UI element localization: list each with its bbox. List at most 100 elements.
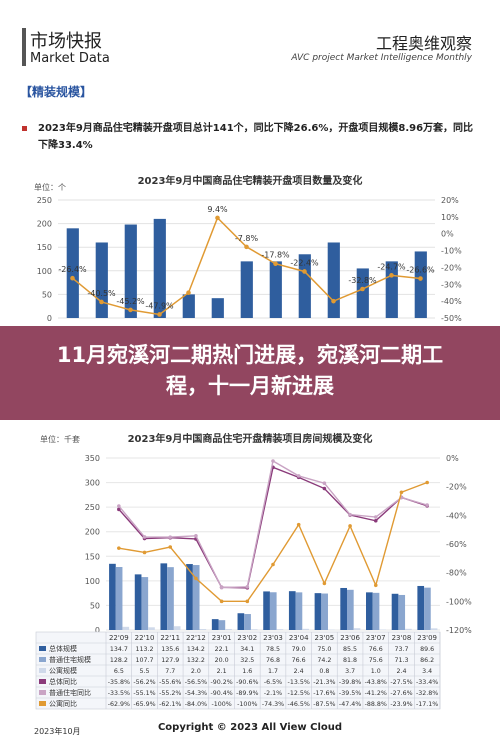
- chart2-legend-swatch: [39, 646, 46, 651]
- chart1-title: 2023年9月中国商品住宅精装开盘项目数量及变化: [138, 174, 363, 187]
- chart1-bar: [124, 224, 137, 318]
- chart2-table-cell: 78.5: [266, 646, 280, 653]
- chart2-table-cell: -62.1%: [159, 701, 181, 708]
- chart2-series-name: 总体同比: [49, 677, 77, 686]
- chart2-bar: [225, 628, 232, 630]
- chart1-bar: [414, 251, 427, 318]
- chart2-table-cell: 1.0: [371, 668, 381, 675]
- chart2-category-label: 23'03: [263, 634, 283, 642]
- chart2-y2tick: -20%: [446, 483, 467, 492]
- chart1-point: [273, 261, 278, 267]
- chart2-ytick: 350: [85, 454, 100, 463]
- chart2-point: [322, 486, 327, 491]
- chart2-table-cell: 2.4: [396, 668, 406, 675]
- chart2-bar: [186, 564, 193, 630]
- chart2-table-cell: -33.5%: [108, 690, 130, 697]
- chart2-table-cell: 2.4: [294, 668, 304, 675]
- chart2-bar: [417, 585, 425, 630]
- chart2-y2tick: -100%: [446, 597, 472, 606]
- chart2-series-name: 公寓同比: [49, 699, 77, 708]
- chart2-table-cell: 113.2: [136, 646, 154, 653]
- chart2-bar: [302, 628, 309, 630]
- chart2-table-cell: 86.2: [420, 657, 434, 664]
- chart1-bar: [153, 218, 166, 318]
- chart2-point: [425, 480, 429, 485]
- chart2-table-cell: -27.5%: [390, 679, 412, 686]
- chart2-bar: [250, 629, 258, 630]
- header-title-en: Market Data: [30, 51, 110, 66]
- chart1-bar: [95, 242, 108, 318]
- chart2-bar: [372, 592, 380, 630]
- chart2-bar: [346, 589, 354, 630]
- chart1-bar: [327, 242, 340, 318]
- chart-room-scale: 2023年9月中国商品住宅开盘精装项目房间规模及变化 单位：千套 350 300 2…: [35, 432, 472, 710]
- chart2-bar: [366, 592, 373, 630]
- chart2-table-cell: -90.4%: [210, 690, 232, 697]
- chart2-y2tick: 0%: [446, 454, 459, 463]
- chart1-point: [99, 299, 104, 305]
- chart2-y2tick: -120%: [446, 626, 472, 635]
- chart1-point: [244, 244, 249, 250]
- chart2-table-cell: 127.9: [161, 657, 179, 664]
- chart1-y2tick: -30%: [441, 280, 462, 289]
- chart2-ytick: 250: [85, 503, 100, 512]
- chart2-bar: [199, 629, 207, 630]
- chart2-table-cell: 73.7: [394, 646, 408, 653]
- chart2-bar: [211, 619, 219, 630]
- chart2-bar: [353, 628, 361, 630]
- chart2-point: [142, 535, 147, 539]
- chart2-category-label: 23'06: [340, 634, 360, 642]
- chart1-bar: [269, 261, 282, 318]
- chart2-point: [245, 585, 250, 589]
- chart1-point: [331, 298, 336, 304]
- chart2-table-cell: -41.2%: [365, 690, 387, 697]
- chart1-point: [418, 276, 423, 281]
- copyright-text: Copyright © 2023 All View Cloud: [157, 722, 343, 733]
- chart1-ytick: 200: [37, 220, 52, 229]
- chart1-point: [215, 215, 220, 221]
- chart2-legend-swatch: [39, 679, 46, 684]
- chart2-point: [322, 581, 327, 586]
- chart1-y2tick: 0%: [441, 230, 454, 239]
- chart2-bar: [276, 629, 284, 630]
- chart2-point: [399, 490, 404, 495]
- chart2-table-cell: -33.4%: [416, 679, 438, 686]
- chart2-table-cell: -84.0%: [185, 701, 207, 708]
- chart2-category-label: 22'10: [135, 634, 155, 642]
- chart2-table-cell: 89.6: [420, 646, 434, 653]
- chart2-bar: [398, 594, 406, 630]
- chart2-table-cell: -89.9%: [236, 690, 258, 697]
- chart1-y2tick: -10%: [441, 247, 462, 256]
- chart2-point: [168, 545, 173, 549]
- chart2-category-label: 23'07: [366, 634, 386, 642]
- chart2-point: [348, 512, 352, 517]
- chart2-table-cell: 76.6: [369, 646, 383, 653]
- chart2-y2tick: -40%: [446, 511, 467, 520]
- chart2-point: [425, 503, 429, 507]
- chart2-point: [271, 562, 275, 567]
- chart2-category-label: 23'09: [417, 634, 437, 642]
- chart2-legend-swatch: [39, 657, 46, 662]
- chart2-category-label: 22'11: [160, 634, 180, 642]
- chart2-ylabel: 单位：千套: [40, 434, 80, 444]
- chart2-table-cell: -88.8%: [365, 701, 387, 708]
- chart2-bar: [160, 563, 168, 630]
- header-brand-en: AVC project Market Intelligence Monthly: [291, 53, 472, 63]
- chart2-point: [142, 550, 147, 555]
- chart2-table-cell: -62.9%: [108, 701, 130, 708]
- chart1-point: [157, 312, 162, 317]
- chart1-y2tick: 20%: [441, 196, 459, 205]
- chart2-table-cell: 20.0: [215, 657, 229, 664]
- chart2-table-cell: -13.5%: [288, 679, 310, 686]
- chart2-bar: [327, 629, 335, 631]
- chart2-table-cell: -21.3%: [313, 679, 335, 686]
- chart2-bar: [148, 627, 155, 630]
- chart2-table-cell: 81.8: [343, 657, 357, 664]
- chart2-point: [194, 534, 198, 538]
- chart1-point: [128, 307, 133, 313]
- chart2-table-cell: -87.5%: [313, 701, 335, 708]
- header-title-cn: 市场快报: [30, 31, 102, 52]
- chart2-table-cell: -2.1%: [264, 690, 282, 697]
- section-title: 【精装规模】: [20, 85, 93, 99]
- chart2-table-cell: -56.2%: [133, 679, 155, 686]
